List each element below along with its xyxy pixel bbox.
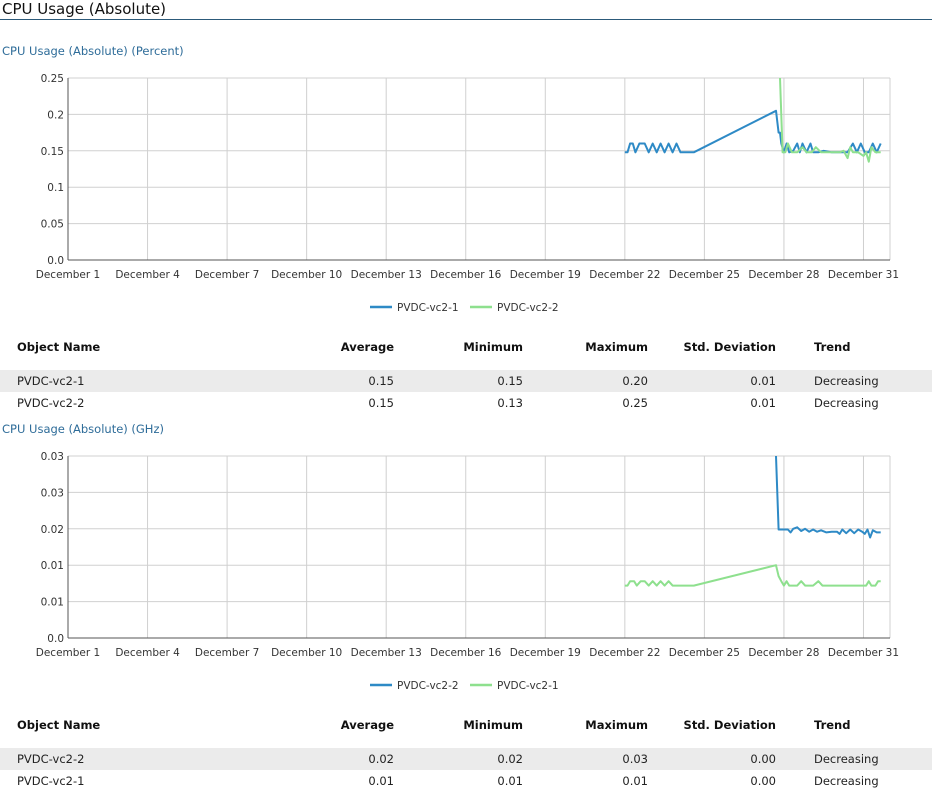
chart-percent-title: CPU Usage (Absolute) (Percent): [2, 44, 184, 58]
legend-label: PVDC-vc2-1: [397, 302, 459, 314]
series-line-pvdc-vc2-2: [779, 77, 881, 163]
cell-average: 0.15: [368, 396, 394, 410]
cell-maximum: 0.20: [622, 374, 648, 388]
cell-minimum: 0.13: [497, 396, 523, 410]
cell-object-name: PVDC-vc2-1: [17, 774, 85, 788]
page-title: CPU Usage (Absolute): [2, 0, 167, 18]
cell-maximum: 0.25: [622, 396, 648, 410]
legend-label: PVDC-vc2-2: [497, 302, 559, 314]
col-minimum: Minimum: [463, 340, 523, 354]
y-tick-label: 0.25: [41, 73, 64, 85]
table-row: PVDC-vc2-1 0.01 0.01 0.01 0.00 Decreasin…: [0, 770, 932, 792]
col-object-name: Object Name: [17, 718, 101, 732]
cell-object-name: PVDC-vc2-2: [17, 396, 85, 410]
x-tick-label: December 10: [271, 647, 342, 659]
x-tick-label: December 19: [510, 647, 581, 659]
cell-minimum: 0.15: [497, 374, 523, 388]
series-line-pvdc-vc2-2: [775, 455, 881, 539]
y-tick-label: 0.2: [47, 109, 64, 121]
table-row: PVDC-vc2-1 0.15 0.15 0.20 0.01 Decreasin…: [0, 370, 932, 392]
y-tick-label: 0.0: [47, 633, 64, 645]
x-tick-label: December 16: [430, 269, 501, 281]
x-tick-label: December 25: [669, 269, 740, 281]
y-tick-label: 0.0: [47, 255, 64, 267]
legend-label: PVDC-vc2-2: [397, 680, 459, 692]
y-tick-label: 0.15: [41, 146, 64, 158]
x-tick-label: December 4: [115, 647, 180, 659]
cell-average: 0.02: [368, 752, 394, 766]
cell-trend: Decreasing: [814, 374, 879, 388]
chart-ghz: 0.0 0.01 0.01 0.02 0.03 0.03 December 1 Decembe…: [36, 451, 899, 692]
y-tick-label: 0.01: [41, 560, 64, 572]
cell-maximum: 0.01: [622, 774, 648, 788]
x-tick-label: December 1: [36, 647, 100, 659]
col-average: Average: [340, 340, 394, 354]
cell-std-deviation: 0.00: [750, 774, 776, 788]
title-divider: [0, 19, 932, 20]
table-header-row: Object Name Average Minimum Maximum Std.…: [0, 336, 932, 358]
x-tick-label: December 31: [828, 269, 899, 281]
x-tick-label: December 10: [271, 269, 342, 281]
cell-trend: Decreasing: [814, 752, 879, 766]
cell-maximum: 0.03: [622, 752, 648, 766]
y-tick-label: 0.03: [41, 487, 64, 499]
cell-object-name: PVDC-vc2-2: [17, 752, 85, 766]
cell-trend: Decreasing: [814, 774, 879, 788]
col-object-name: Object Name: [17, 340, 101, 354]
cell-std-deviation: 0.01: [750, 396, 776, 410]
cell-std-deviation: 0.01: [750, 374, 776, 388]
x-tick-label: December 4: [115, 269, 180, 281]
x-tick-label: December 31: [828, 647, 899, 659]
x-tick-label: December 7: [195, 647, 259, 659]
chart-ghz-title: CPU Usage (Absolute) (GHz): [2, 422, 164, 436]
x-tick-label: December 1: [36, 269, 100, 281]
legend-label: PVDC-vc2-1: [497, 680, 559, 692]
cell-minimum: 0.01: [497, 774, 523, 788]
col-maximum: Maximum: [585, 340, 648, 354]
col-maximum: Maximum: [585, 718, 648, 732]
x-tick-label: December 28: [748, 269, 819, 281]
cell-object-name: PVDC-vc2-1: [17, 374, 85, 388]
cell-average: 0.15: [368, 374, 394, 388]
table-header-row: Object Name Average Minimum Maximum Std.…: [0, 714, 932, 736]
x-tick-label: December 22: [589, 269, 660, 281]
col-trend: Trend: [814, 340, 851, 354]
x-tick-label: December 28: [748, 647, 819, 659]
series-line-pvdc-vc2-1: [624, 564, 881, 587]
cell-minimum: 0.02: [497, 752, 523, 766]
table-row: PVDC-vc2-2 0.02 0.02 0.03 0.00 Decreasin…: [0, 748, 932, 770]
x-tick-label: December 25: [669, 647, 740, 659]
cell-average: 0.01: [368, 774, 394, 788]
col-minimum: Minimum: [463, 718, 523, 732]
y-tick-label: 0.1: [47, 182, 64, 194]
col-std-deviation: Std. Deviation: [683, 718, 776, 732]
x-tick-label: December 13: [351, 647, 422, 659]
series-line-pvdc-vc2-1: [624, 109, 882, 154]
y-tick-label: 0.01: [41, 597, 64, 609]
col-std-deviation: Std. Deviation: [683, 340, 776, 354]
x-tick-label: December 7: [195, 269, 259, 281]
y-tick-label: 0.05: [41, 219, 64, 231]
cell-trend: Decreasing: [814, 396, 879, 410]
x-tick-label: December 16: [430, 647, 501, 659]
chart-percent: 0.0 0.05 0.1 0.15 0.2 0.25 December 1 December …: [36, 73, 899, 314]
cell-std-deviation: 0.00: [750, 752, 776, 766]
x-tick-label: December 19: [510, 269, 581, 281]
x-tick-label: December 22: [589, 647, 660, 659]
table-row: PVDC-vc2-2 0.15 0.13 0.25 0.01 Decreasin…: [0, 392, 932, 414]
y-tick-label: 0.02: [41, 524, 64, 536]
col-average: Average: [340, 718, 394, 732]
col-trend: Trend: [814, 718, 851, 732]
x-tick-label: December 13: [351, 269, 422, 281]
y-tick-label: 0.03: [41, 451, 64, 463]
